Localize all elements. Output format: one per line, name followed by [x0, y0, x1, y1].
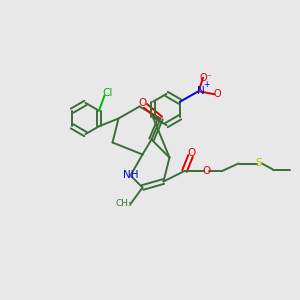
Text: O: O [214, 89, 222, 99]
Text: O⁻: O⁻ [200, 73, 212, 83]
Text: O: O [202, 166, 211, 176]
Text: NH: NH [123, 170, 138, 181]
Text: N: N [197, 86, 205, 96]
Text: CH₃: CH₃ [116, 200, 132, 208]
Text: +: + [203, 80, 209, 89]
Text: S: S [256, 158, 262, 169]
Text: O: O [188, 148, 196, 158]
Text: Cl: Cl [102, 88, 112, 98]
Text: O: O [138, 98, 147, 108]
